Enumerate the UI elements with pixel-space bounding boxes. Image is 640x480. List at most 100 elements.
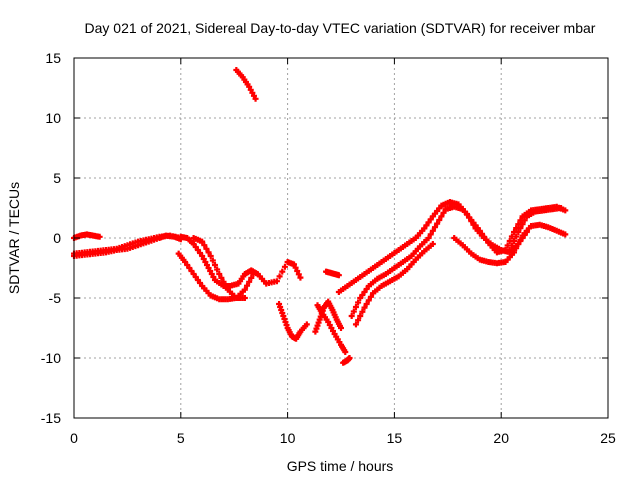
series-arc-6: [190, 235, 248, 301]
series-arc-17: [506, 205, 565, 253]
data-point-marker: [511, 249, 518, 256]
data-point-marker: [241, 286, 248, 293]
chart-title: Day 021 of 2021, Sidereal Day-to-day VTE…: [85, 20, 596, 36]
data-point-marker: [295, 271, 302, 278]
series-arc-10: [314, 302, 349, 355]
data-point-marker: [513, 233, 520, 240]
x-tick-label: 25: [600, 430, 616, 446]
data-point-marker: [363, 301, 370, 307]
series-arc-3: [71, 232, 184, 257]
y-tick-label: 15: [45, 50, 61, 66]
data-point-marker: [201, 242, 208, 249]
data-point-marker: [434, 220, 441, 227]
data-point-marker: [203, 245, 210, 252]
data-point-marker: [346, 355, 353, 361]
data-point-marker: [355, 299, 362, 306]
x-tick-label: 0: [70, 430, 78, 446]
series-arc-9: [312, 298, 344, 335]
data-point-marker: [350, 308, 357, 315]
y-tick-label: -10: [41, 350, 61, 366]
data-point-marker: [303, 321, 310, 328]
y-tick-label: -5: [49, 290, 62, 306]
data-point-marker: [348, 313, 355, 319]
data-point-marker: [252, 95, 259, 102]
x-tick-label: 5: [177, 430, 185, 446]
y-tick-label: 0: [53, 230, 61, 246]
data-point-marker: [352, 321, 359, 328]
data-point-marker: [218, 274, 225, 281]
data-point-marker: [517, 236, 524, 243]
y-axis-label: SDTVAR / TECUs: [6, 182, 22, 294]
data-point-marker: [436, 217, 443, 223]
grid-lines: [74, 58, 608, 418]
series-arc-14: [348, 203, 569, 319]
y-tick-label: -15: [41, 410, 61, 426]
data-point-marker: [292, 264, 299, 271]
data-point-marker: [205, 249, 212, 256]
data-point-marker: [431, 224, 438, 231]
x-tick-label: 20: [493, 430, 509, 446]
data-point-marker: [515, 229, 522, 235]
series-arc-16: [451, 221, 569, 267]
x-axis-label: GPS time / hours: [287, 458, 394, 474]
data-point-marker: [214, 266, 221, 273]
data-point-marker: [519, 221, 526, 228]
data-point-marker: [279, 268, 286, 275]
data-point-marker: [558, 205, 565, 211]
data-point-marker: [297, 274, 304, 281]
data-point-marker: [429, 241, 436, 247]
data-point-marker: [438, 213, 445, 220]
data-point-marker: [222, 282, 229, 289]
data-point-marker: [220, 278, 227, 285]
data-point-marker: [425, 235, 432, 241]
series-arc-7: [233, 67, 259, 102]
data-point-marker: [276, 273, 283, 280]
y-tick-label: 10: [45, 110, 61, 126]
data-point-marker: [517, 225, 524, 232]
data-point-marker: [335, 272, 342, 279]
data-point-marker: [506, 247, 513, 253]
data-point-marker: [241, 295, 248, 301]
data-points: [71, 67, 569, 366]
data-point-marker: [244, 282, 251, 289]
data-point-marker: [513, 245, 520, 252]
data-point-marker: [440, 209, 447, 216]
data-point-marker: [281, 263, 288, 270]
series-arc-8: [276, 301, 310, 342]
data-point-marker: [365, 297, 372, 304]
data-point-marker: [250, 271, 257, 277]
data-point-marker: [355, 317, 362, 324]
data-point-marker: [209, 257, 216, 264]
data-point-marker: [352, 304, 359, 310]
data-point-marker: [338, 325, 344, 331]
x-tick-label: 10: [280, 430, 296, 446]
data-point-marker: [511, 238, 518, 244]
data-point-marker: [429, 227, 436, 234]
data-point-marker: [96, 233, 103, 240]
y-tick-label: 5: [53, 170, 61, 186]
data-point-marker: [562, 207, 569, 214]
series-arc-11: [323, 268, 342, 279]
data-point-marker: [508, 242, 515, 249]
data-point-marker: [291, 261, 298, 268]
data-point-marker: [294, 268, 301, 274]
data-point-marker: [562, 231, 569, 238]
data-point-marker: [359, 308, 366, 315]
data-point-marker: [248, 274, 255, 281]
data-point-marker: [367, 293, 374, 300]
series-arc-4: [177, 233, 304, 289]
data-point-marker: [246, 278, 253, 285]
series-arc-15: [352, 241, 436, 328]
x-tick-label: 15: [387, 430, 403, 446]
data-point-marker: [199, 238, 206, 245]
data-point-marker: [207, 253, 214, 259]
data-point-marker: [361, 304, 368, 311]
data-point-marker: [357, 313, 364, 319]
data-point-marker: [515, 241, 522, 247]
series-arc-12: [340, 355, 353, 366]
data-point-marker: [342, 349, 349, 355]
data-point-marker: [216, 271, 223, 277]
tick-labels: 0 5 10 15 20 25 -15 -10 -5 0 5 10 15: [41, 50, 616, 446]
